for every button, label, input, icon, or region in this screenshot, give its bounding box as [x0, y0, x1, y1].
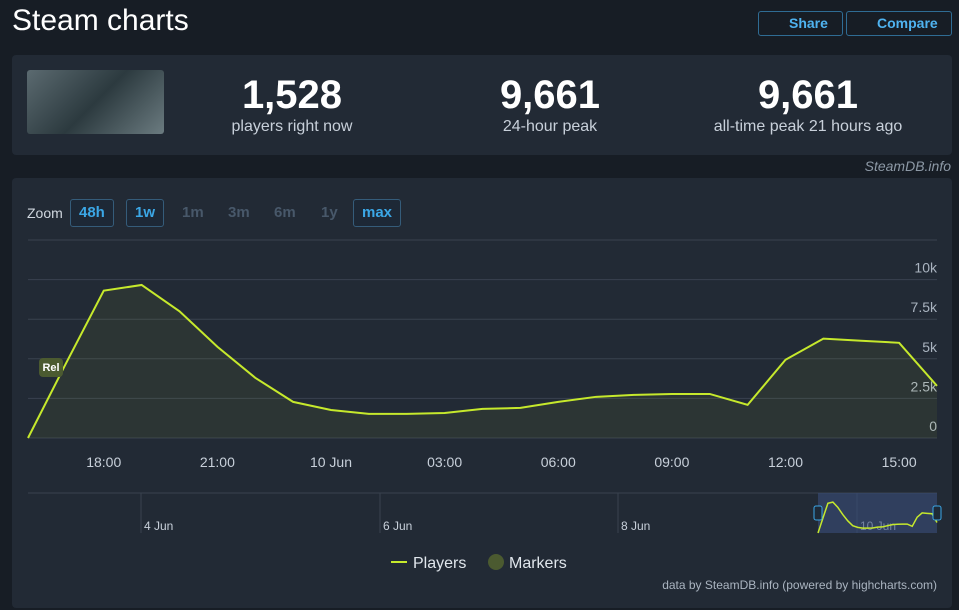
- zoom-button[interactable]: 6m: [274, 204, 296, 221]
- stat: 9,661 24-hour peak: [430, 72, 670, 136]
- x-tick-label: 09:00: [654, 454, 689, 470]
- compare-button[interactable]: Compare: [846, 11, 952, 36]
- marker-label: Rel: [42, 362, 59, 374]
- y-tick-label: 0: [929, 418, 937, 434]
- x-tick-label: 12:00: [768, 454, 803, 470]
- x-tick-label: 18:00: [86, 454, 121, 470]
- footer: data by SteamDB.info (powered by highcha…: [662, 578, 937, 592]
- zoom-button[interactable]: 1y: [321, 204, 338, 221]
- y-tick-label: 10k: [914, 260, 938, 276]
- zoom-label: Zoom: [27, 205, 63, 221]
- y-tick-label: 7.5k: [911, 299, 938, 315]
- x-tick-label: 10 Jun: [310, 454, 352, 470]
- legend-label: Markers: [509, 555, 567, 572]
- stat: 9,661 all-time peak 21 hours ago: [688, 72, 928, 136]
- zoom-button[interactable]: 1w: [126, 199, 165, 227]
- stat-value: 1,528: [241, 73, 343, 117]
- x-tick-label: 21:00: [200, 454, 235, 470]
- series-line: [27, 283, 938, 439]
- stat-label: all-time peak 21 hours ago: [713, 118, 903, 135]
- navigator-selection: [818, 493, 937, 533]
- y-tick-label: 2.5k: [911, 378, 938, 394]
- navigator-handle: [932, 505, 942, 521]
- navigator-label: 6 Jun: [383, 519, 412, 533]
- chart-panel: [12, 178, 952, 608]
- zoom-button[interactable]: max: [353, 199, 402, 227]
- navigator-label: 4 Jun: [144, 519, 173, 533]
- game-thumbnail: [27, 70, 164, 134]
- zoom-button[interactable]: 3m: [228, 204, 250, 221]
- navigator-line: [817, 501, 938, 534]
- stat-value: 9,661: [757, 73, 859, 117]
- zoom-button[interactable]: 1m: [182, 204, 204, 221]
- navigator-handle: [813, 505, 823, 521]
- share-button[interactable]: Share: [758, 11, 843, 36]
- stats-panel: [12, 55, 952, 155]
- legend-symbol: [488, 554, 504, 570]
- series-area: [28, 284, 937, 438]
- stat-value: 9,661: [499, 73, 601, 117]
- stat-label: players right now: [231, 118, 353, 135]
- compare-label[interactable]: Compare: [877, 15, 938, 31]
- share-label[interactable]: Share: [789, 15, 828, 31]
- source: SteamDB.info: [864, 158, 951, 174]
- stat-label: 24-hour peak: [502, 118, 598, 135]
- x-tick-label: 06:00: [541, 454, 576, 470]
- legend-label: Players: [413, 555, 466, 572]
- x-tick-label: 15:00: [882, 454, 917, 470]
- x-tick-label: 03:00: [427, 454, 462, 470]
- y-tick-label: 5k: [922, 339, 938, 355]
- zoom-button[interactable]: 48h: [70, 199, 114, 227]
- marker-flag: [39, 358, 63, 377]
- stat: 1,528 players right now: [172, 72, 412, 136]
- navigator-label: 8 Jun: [621, 519, 650, 533]
- page-title: Steam charts: [12, 4, 189, 37]
